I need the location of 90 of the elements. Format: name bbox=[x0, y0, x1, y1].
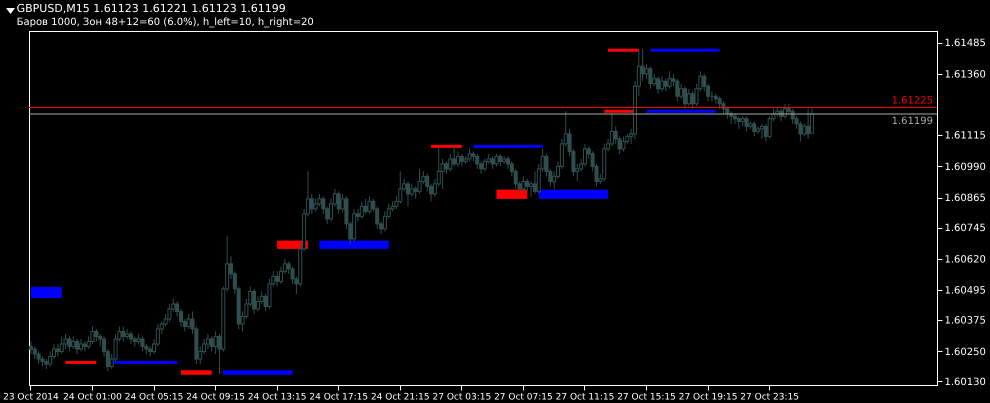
candlestick bbox=[132, 336, 137, 347]
candlestick bbox=[675, 78, 680, 102]
candlestick bbox=[56, 343, 60, 357]
x-tick-label: 27 Oct 15:15 bbox=[617, 392, 676, 402]
x-tick-label: 27 Oct 11:15 bbox=[556, 392, 614, 402]
x-tick-label: 27 Oct 23:15 bbox=[740, 392, 799, 402]
candlestick bbox=[214, 330, 218, 354]
candlestick bbox=[482, 158, 487, 172]
candlestick bbox=[760, 123, 764, 140]
y-tick-label: 1.60620 bbox=[944, 254, 986, 266]
candlestick bbox=[410, 183, 414, 197]
candlestick bbox=[148, 346, 152, 357]
chart-title: GBPUSD,M15 1.61123 1.61221 1.61123 1.61199 bbox=[16, 2, 286, 15]
x-tick-label: 23 Oct 2014 bbox=[3, 392, 60, 402]
candlestick bbox=[718, 96, 722, 110]
y-tick-label: 1.60495 bbox=[944, 286, 986, 297]
candlestick bbox=[275, 270, 280, 287]
candlestick bbox=[78, 338, 83, 352]
y-tick-label: 1.61485 bbox=[944, 38, 986, 50]
candlestick bbox=[682, 86, 687, 110]
candlestick bbox=[456, 150, 460, 167]
candlestick bbox=[521, 176, 526, 192]
candlestick bbox=[360, 200, 364, 220]
x-tick-label: 24 Oct 09:15 bbox=[186, 392, 245, 402]
x-tick-label: 24 Oct 13:15 bbox=[248, 392, 306, 402]
candlestick bbox=[690, 90, 695, 110]
candlestick bbox=[664, 78, 668, 92]
y-tick-label: 1.60375 bbox=[944, 316, 986, 327]
candlestick bbox=[740, 116, 745, 127]
candlestick bbox=[121, 326, 126, 342]
candlestick bbox=[648, 66, 652, 90]
candlestick bbox=[406, 180, 410, 207]
candlestick bbox=[364, 198, 368, 214]
candlestick bbox=[802, 123, 806, 137]
candlestick bbox=[136, 333, 141, 344]
x-tick-label: 27 Oct 03:15 bbox=[432, 392, 492, 402]
candlestick bbox=[660, 76, 664, 92]
candlestick bbox=[529, 180, 534, 197]
x-tick-label: 24 Oct 05:15 bbox=[124, 392, 184, 402]
candlestick bbox=[252, 288, 256, 314]
candlestick bbox=[128, 330, 133, 344]
y-tick-label: 1.60990 bbox=[944, 162, 986, 173]
x-tick-label: 27 Oct 07:15 bbox=[494, 392, 553, 402]
x-tick-label: 24 Oct 21:15 bbox=[370, 392, 430, 402]
candlestick bbox=[686, 88, 691, 107]
candlestick bbox=[468, 148, 472, 162]
candlestick bbox=[310, 193, 314, 214]
candlestick bbox=[490, 156, 495, 170]
y-tick-label: 1.61360 bbox=[944, 69, 986, 80]
candlestick bbox=[444, 160, 448, 174]
x-tick-label: 24 Oct 01:00 bbox=[63, 392, 122, 402]
candlestick bbox=[186, 313, 191, 330]
candlestick bbox=[368, 196, 372, 214]
y-tick-label: 1.60250 bbox=[944, 346, 986, 358]
candlestick bbox=[67, 336, 72, 352]
candlestick bbox=[140, 336, 144, 352]
candlestick bbox=[744, 116, 749, 132]
ref-line-label: 1.61199 bbox=[892, 116, 933, 128]
y-tick-label: 1.60745 bbox=[944, 223, 986, 234]
candlestick bbox=[314, 198, 318, 212]
candlestick bbox=[752, 120, 756, 137]
candlestick bbox=[460, 153, 464, 167]
candlestick bbox=[44, 358, 48, 370]
candlestick bbox=[125, 328, 130, 340]
candlestick bbox=[75, 338, 80, 354]
candlestick bbox=[668, 70, 672, 90]
candlestick bbox=[336, 190, 341, 214]
candlestick bbox=[40, 356, 44, 367]
candlestick bbox=[621, 136, 626, 152]
candlestick bbox=[452, 146, 456, 167]
candlestick bbox=[71, 336, 76, 350]
ref-line-label: 1.61225 bbox=[892, 96, 933, 107]
candlestick bbox=[806, 108, 810, 140]
chart-subtitle: Баров 1000, Зон 48+12=60 (6.0%), h_left=10, h_right=20 bbox=[16, 17, 314, 28]
x-tick-label: 27 Oct 19:15 bbox=[678, 392, 738, 402]
x-tick-label: 24 Oct 17:15 bbox=[309, 392, 368, 402]
candlestick bbox=[82, 340, 87, 352]
candlestick bbox=[36, 350, 41, 364]
candlestick bbox=[736, 116, 741, 130]
candlestick bbox=[798, 120, 802, 142]
y-tick-label: 1.60865 bbox=[944, 193, 986, 204]
candlestick bbox=[656, 76, 660, 94]
candlestick bbox=[532, 170, 537, 194]
y-tick-label: 1.60130 bbox=[944, 377, 986, 388]
candlestick bbox=[494, 153, 498, 167]
candlestick bbox=[210, 336, 214, 352]
candlestick bbox=[783, 103, 788, 120]
candlestick bbox=[498, 153, 502, 167]
y-tick-label: 1.61115 bbox=[944, 130, 986, 142]
candlestick bbox=[60, 336, 64, 354]
